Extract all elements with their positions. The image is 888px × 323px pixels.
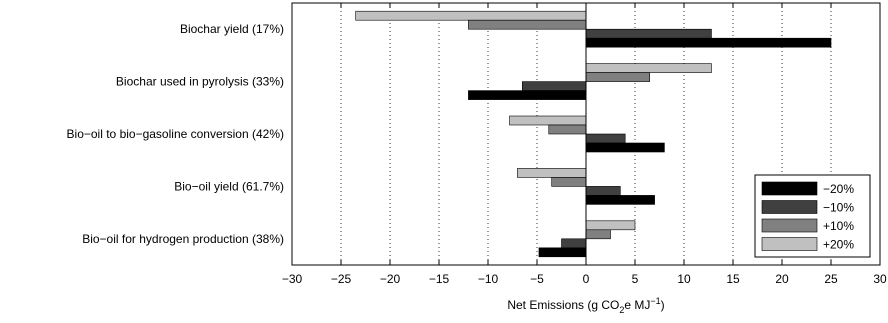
- bar: [517, 168, 587, 178]
- legend-label: +20%: [823, 238, 854, 252]
- x-tick-label: −10: [478, 272, 499, 286]
- legend-swatch: [761, 237, 818, 251]
- x-tick-label: −15: [429, 272, 450, 286]
- legend-label: +10%: [823, 219, 854, 233]
- bar: [585, 72, 651, 82]
- x-tick-label: 30: [873, 272, 887, 286]
- bar: [585, 63, 712, 73]
- x-axis-ticks: −30 −25 −20 −15 −10 −5 0 5 10 15 20 25 30: [282, 3, 887, 286]
- bar: [585, 37, 832, 48]
- x-tick-label: −25: [331, 272, 352, 286]
- x-axis-title-mid: e MJ: [624, 298, 650, 312]
- legend-items: −20% −10% +10% +20%: [761, 181, 854, 252]
- bar: [355, 10, 587, 21]
- x-axis-title-superscript: −1: [650, 296, 660, 306]
- bar: [585, 142, 665, 153]
- bar: [551, 177, 587, 187]
- bar: [585, 220, 636, 231]
- x-axis-title-end: ): [661, 298, 665, 312]
- legend-label: −10%: [823, 201, 854, 215]
- bar: [468, 19, 587, 30]
- bar: [585, 28, 712, 39]
- bars-group: [355, 10, 832, 258]
- bar: [548, 124, 587, 135]
- legend-label: −20%: [823, 182, 854, 196]
- legend-swatch: [761, 181, 818, 196]
- x-axis-title-subscript: 2: [619, 305, 624, 315]
- bar: [538, 247, 587, 258]
- x-axis-title-main: Net Emissions (g CO: [507, 298, 619, 312]
- legend: −20% −10% +10% +20%: [754, 174, 871, 258]
- x-tick-label: 0: [583, 272, 590, 286]
- category-labels: Biochar yield (17%) Biochar used in pyrol…: [67, 22, 284, 246]
- category-label: Bio−oil yield (61.7%): [174, 179, 284, 193]
- category-label: Bio−oil for hydrogen production (38%): [82, 232, 284, 246]
- x-tick-label: −5: [530, 272, 544, 286]
- bar: [521, 81, 587, 91]
- x-tick-label: 25: [824, 272, 838, 286]
- bar: [585, 195, 655, 205]
- category-label: Biochar used in pyrolysis (33%): [116, 75, 284, 89]
- bar: [585, 229, 611, 240]
- x-tick-label: −30: [282, 272, 303, 286]
- bar: [585, 186, 621, 196]
- category-label: Biochar yield (17%): [180, 22, 284, 36]
- x-tick-label: 20: [775, 272, 789, 286]
- legend-swatch: [761, 218, 818, 233]
- x-tick-label: −20: [380, 272, 401, 286]
- x-tick-label: 10: [677, 272, 691, 286]
- bar: [561, 238, 587, 249]
- bar: [509, 115, 587, 126]
- category-label: Bio−oil to bio−gasoline conversion (42%): [67, 127, 284, 141]
- x-tick-label: 5: [632, 272, 639, 286]
- x-tick-label: 15: [726, 272, 740, 286]
- x-axis-title: Net Emissions (g CO2e MJ−1): [507, 296, 664, 315]
- bar: [585, 133, 626, 144]
- legend-swatch: [761, 200, 818, 214]
- bar: [468, 90, 587, 100]
